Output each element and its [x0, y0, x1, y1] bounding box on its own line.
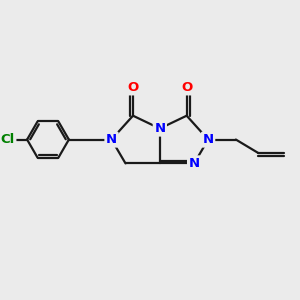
- Text: O: O: [181, 81, 192, 94]
- Text: N: N: [189, 157, 200, 170]
- Text: O: O: [128, 81, 139, 94]
- Text: Cl: Cl: [1, 133, 15, 146]
- Text: N: N: [106, 133, 117, 146]
- Text: N: N: [154, 122, 165, 135]
- Text: N: N: [202, 133, 214, 146]
